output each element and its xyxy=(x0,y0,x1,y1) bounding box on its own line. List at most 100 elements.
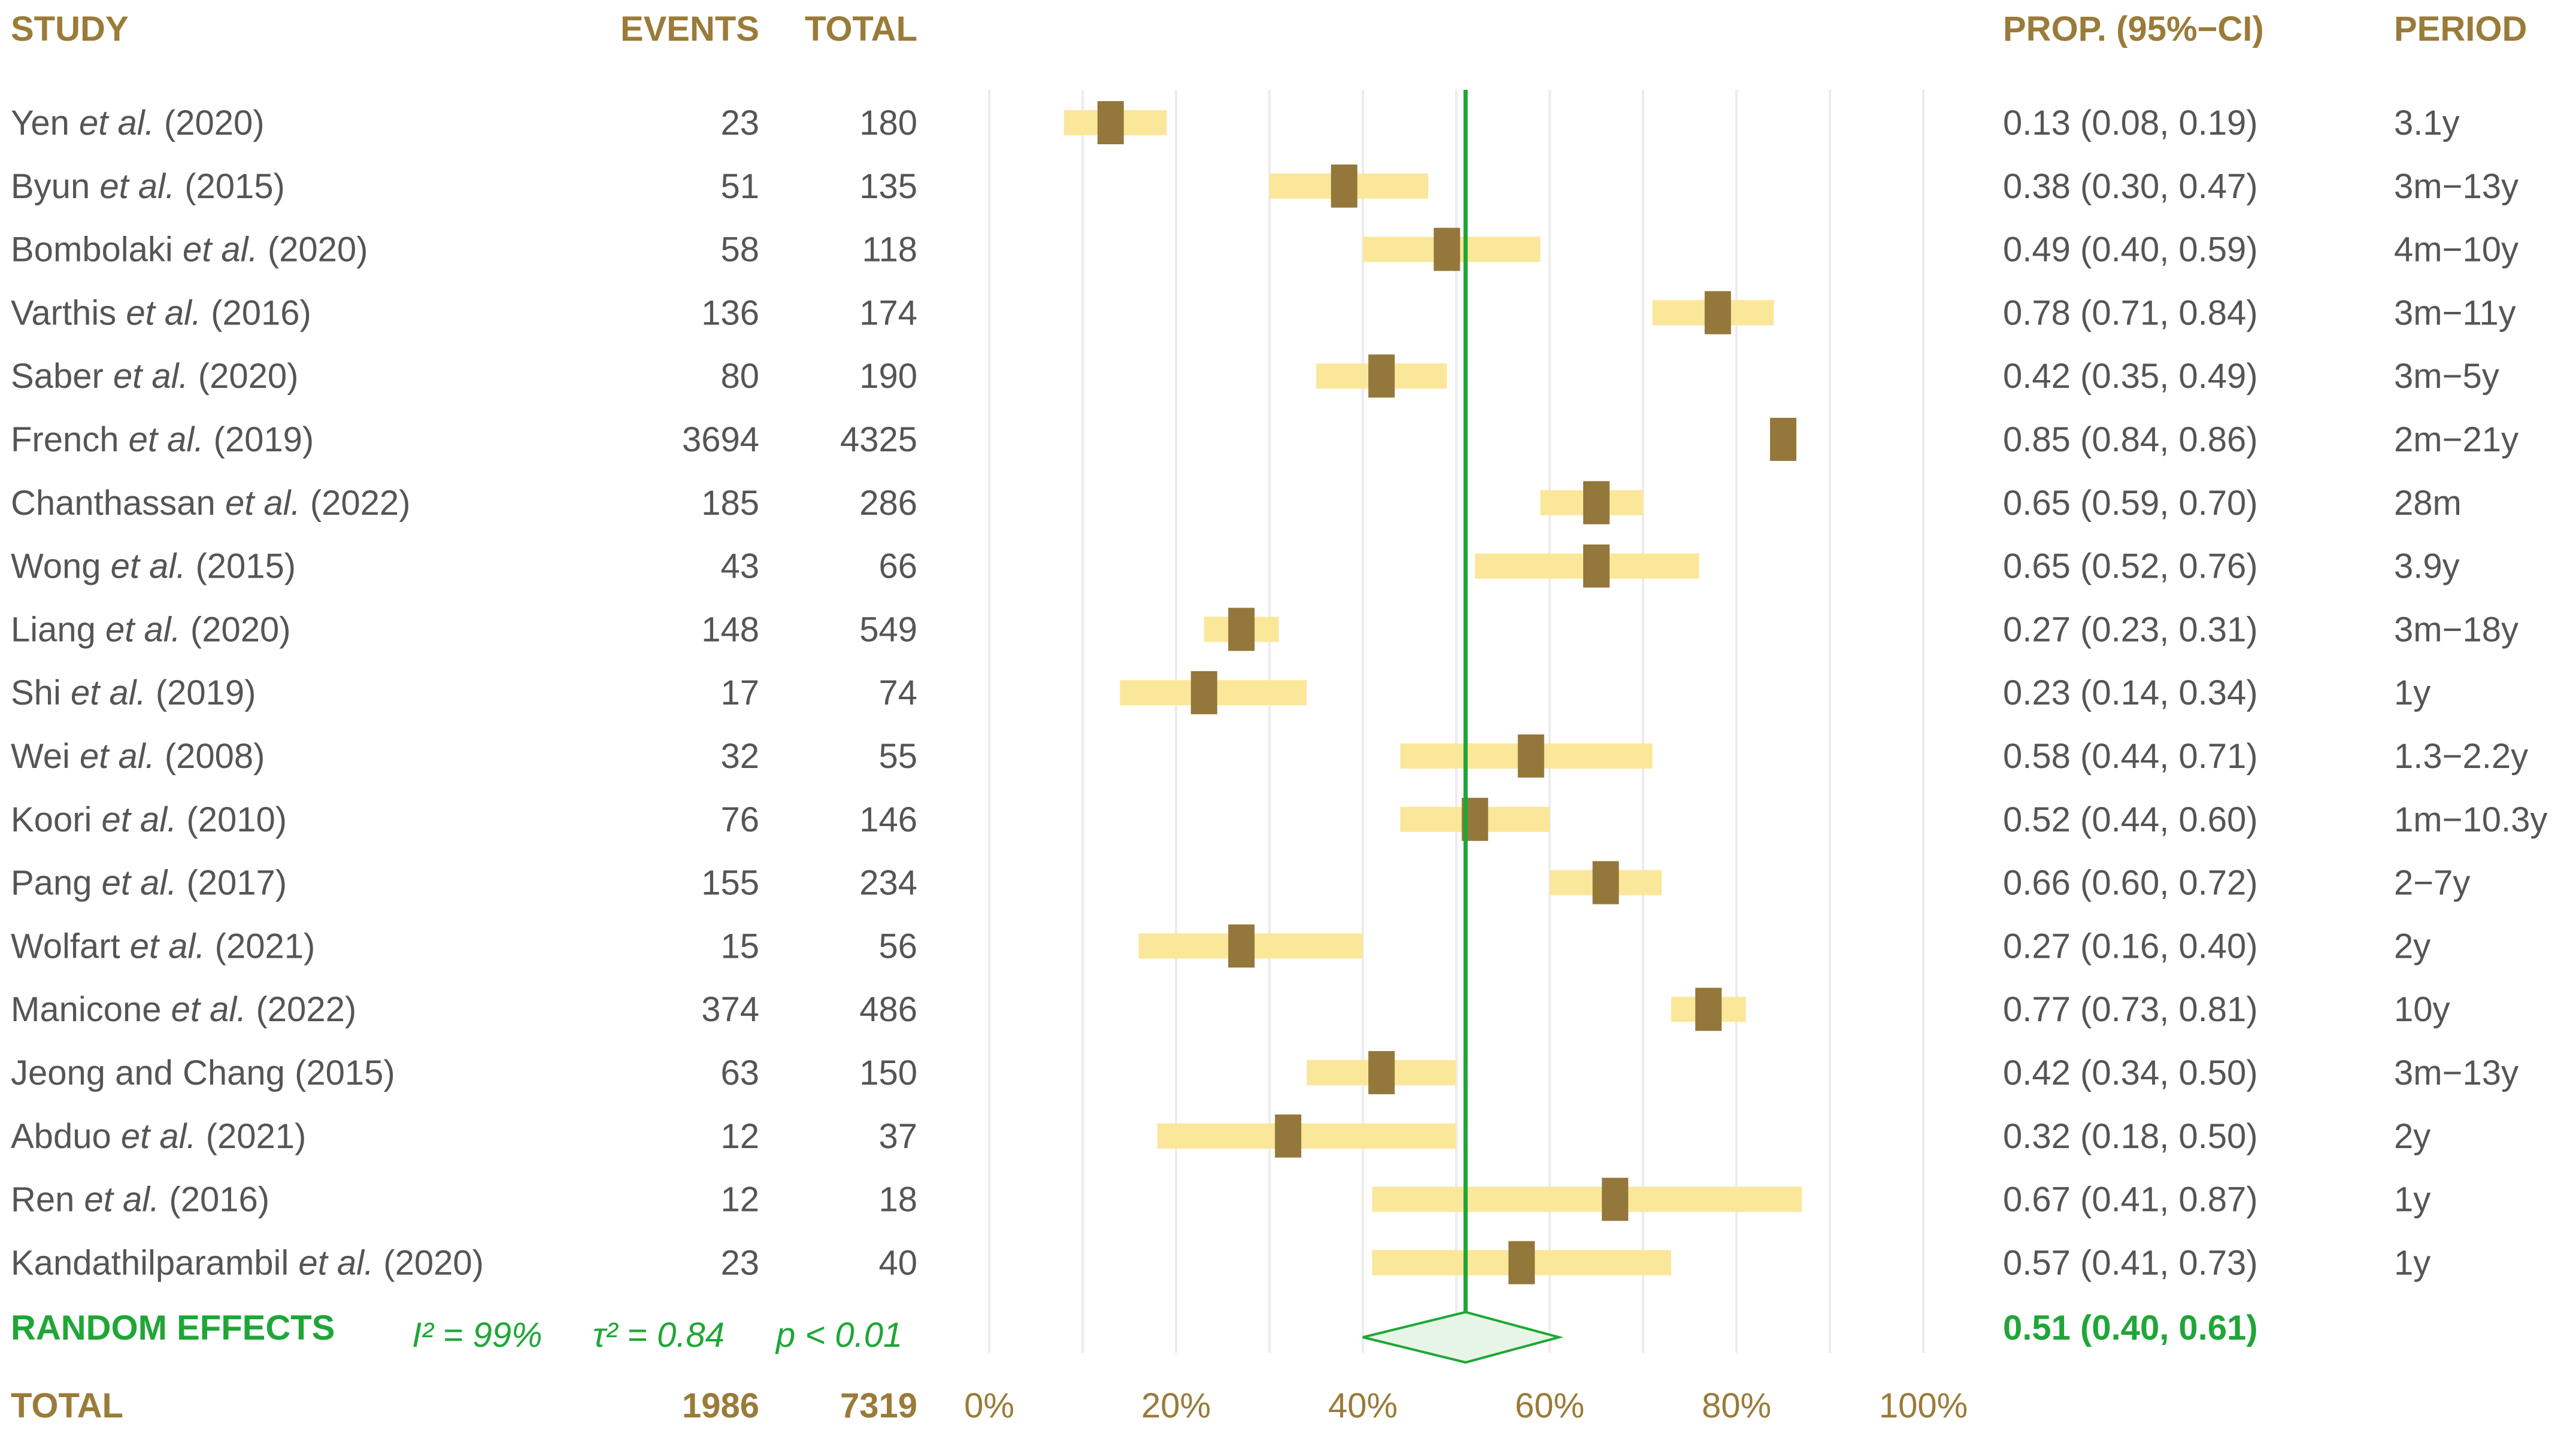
study-name: Bombolaki xyxy=(11,230,173,269)
spacer xyxy=(374,1243,383,1282)
spacer xyxy=(301,484,310,523)
spacer xyxy=(120,927,130,966)
spacer xyxy=(90,167,99,206)
study-etal: et al. xyxy=(105,610,181,649)
events-value: 148 xyxy=(701,610,759,649)
study-name: Ren xyxy=(11,1180,74,1219)
study-label: Liang et al. (2020) xyxy=(11,610,291,649)
study-label: Kandathilparambil et al. (2020) xyxy=(11,1243,484,1282)
spacer xyxy=(204,420,213,459)
study-year: (2010) xyxy=(186,800,287,839)
events-value: 136 xyxy=(701,293,759,332)
point-estimate xyxy=(1583,544,1610,588)
total-value: 286 xyxy=(859,484,917,523)
period-value: 10y xyxy=(2394,990,2450,1029)
header-total: TOTAL xyxy=(805,10,917,48)
prop-ci-value: 0.77 (0.73, 0.81) xyxy=(2003,990,2258,1029)
spacer xyxy=(246,990,256,1029)
ci-bar xyxy=(1372,1186,1802,1212)
total-value: 549 xyxy=(859,610,917,649)
period-value: 2m−21y xyxy=(2394,420,2519,459)
study-etal: et al. xyxy=(79,104,154,142)
total-value: 146 xyxy=(859,800,917,839)
spacer xyxy=(70,737,80,776)
study-name: Yen xyxy=(11,104,69,142)
events-value: 3694 xyxy=(682,420,759,459)
x-tick-label: 20% xyxy=(1141,1386,1211,1425)
study-etal: et al. xyxy=(183,230,258,269)
events-value: 17 xyxy=(720,673,759,712)
spacer xyxy=(69,104,79,142)
study-etal: et al. xyxy=(298,1243,374,1282)
prop-ci-value: 0.49 (0.40, 0.59) xyxy=(2003,230,2258,269)
study-etal: et al. xyxy=(84,1180,160,1219)
events-value: 12 xyxy=(720,1117,759,1156)
total-value: 135 xyxy=(859,167,917,206)
summary-ci-value: 0.51 (0.40, 0.61) xyxy=(2003,1309,2258,1347)
spacer xyxy=(159,1180,169,1219)
events-value: 15 xyxy=(720,927,759,966)
total-value: 118 xyxy=(862,230,917,269)
prop-ci-value: 0.65 (0.52, 0.76) xyxy=(2003,547,2258,586)
header-study: STUDY xyxy=(11,10,129,48)
study-name: Saber xyxy=(11,357,104,396)
point-estimate xyxy=(1508,1241,1535,1285)
prop-ci-value: 0.57 (0.41, 0.73) xyxy=(2003,1243,2258,1282)
prop-ci-value: 0.38 (0.30, 0.47) xyxy=(2003,167,2258,206)
spacer xyxy=(177,800,186,839)
prop-ci-value: 0.52 (0.44, 0.60) xyxy=(2003,800,2258,839)
spacer xyxy=(116,293,126,332)
study-label: Saber et al. (2020) xyxy=(11,357,298,396)
period-value: 1y xyxy=(2394,673,2430,712)
total-value: 56 xyxy=(878,927,917,966)
study-name: Pang xyxy=(11,864,92,903)
period-value: 1y xyxy=(2394,1180,2430,1219)
x-tick-label: 0% xyxy=(964,1386,1014,1425)
spacer xyxy=(177,864,186,903)
point-estimate xyxy=(1434,227,1460,271)
study-label: Koori et al. (2010) xyxy=(11,800,287,839)
point-estimate xyxy=(1275,1114,1302,1158)
period-value: 3m−11y xyxy=(2394,293,2516,332)
study-year: (2021) xyxy=(206,1117,307,1156)
events-value: 80 xyxy=(720,357,759,396)
period-value: 3.1y xyxy=(2394,104,2460,142)
study-year: (2017) xyxy=(186,864,287,903)
study-name: French xyxy=(11,420,119,459)
study-label: Varthis et al. (2016) xyxy=(11,293,311,332)
point-estimate xyxy=(1602,1177,1629,1221)
study-name: Kandathilparambil xyxy=(11,1243,289,1282)
period-value: 2y xyxy=(2394,1117,2430,1156)
tau2-stat: τ² = 0.84 xyxy=(593,1316,725,1355)
study-year: (2015) xyxy=(295,1054,395,1092)
events-value: 23 xyxy=(720,1243,759,1282)
spacer xyxy=(119,420,129,459)
ci-bar xyxy=(1157,1123,1456,1149)
spacer xyxy=(285,1054,295,1092)
total-value: 66 xyxy=(878,547,917,586)
period-value: 1y xyxy=(2394,1243,2430,1282)
spacer xyxy=(154,104,164,142)
study-etal: et al. xyxy=(111,547,186,586)
point-estimate xyxy=(1228,924,1255,968)
events-value: 76 xyxy=(720,800,759,839)
total-value: 74 xyxy=(878,673,917,712)
header-prop: PROP. (95%−CI) xyxy=(2003,10,2264,48)
study-year: (2016) xyxy=(211,293,311,332)
period-value: 2y xyxy=(2394,927,2430,966)
prop-ci-value: 0.42 (0.34, 0.50) xyxy=(2003,1054,2258,1092)
spacer xyxy=(201,293,211,332)
total-value: 40 xyxy=(878,1243,917,1282)
study-name: Varthis xyxy=(11,293,116,332)
prop-ci-value: 0.85 (0.84, 0.86) xyxy=(2003,420,2258,459)
spacer xyxy=(146,673,156,712)
period-value: 3m−13y xyxy=(2394,1054,2519,1092)
period-value: 1m−10.3y xyxy=(2394,800,2547,839)
total-value: 486 xyxy=(859,990,917,1029)
study-name: Abduo xyxy=(11,1117,111,1156)
header-period: PERIOD xyxy=(2394,10,2527,48)
total-value: 55 xyxy=(878,737,917,776)
events-value: 43 xyxy=(720,547,759,586)
study-year: (2020) xyxy=(190,610,291,649)
prop-ci-value: 0.13 (0.08, 0.19) xyxy=(2003,104,2258,142)
